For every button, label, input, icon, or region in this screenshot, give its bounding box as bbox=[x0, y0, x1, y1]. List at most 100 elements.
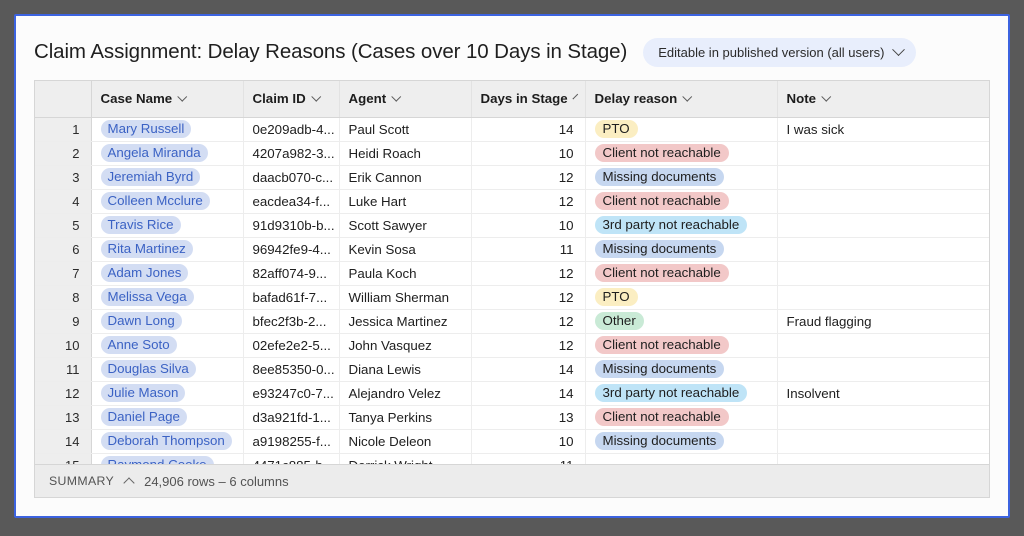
cell-case-name[interactable]: Mary Russell bbox=[91, 117, 244, 142]
column-header-note[interactable]: Note bbox=[777, 81, 989, 118]
table-row[interactable]: 12 Julie Mason e93247c0-7... Alejandro Vele… bbox=[35, 381, 989, 406]
cell-note[interactable]: Insolvent bbox=[777, 381, 989, 406]
cell-delay-reason[interactable]: 3rd party not reachable bbox=[585, 381, 778, 406]
cell-case-name[interactable]: Daniel Page bbox=[91, 405, 244, 430]
column-header-days-in-stage[interactable]: Days in Stage bbox=[471, 81, 586, 118]
cell-delay-reason[interactable]: Missing documents bbox=[585, 357, 778, 382]
column-header-agent[interactable]: Agent bbox=[339, 81, 472, 118]
case-name-link[interactable]: Rita Martinez bbox=[100, 240, 193, 258]
table-row[interactable]: 9 Dawn Long bfec2f3b-2... Jessica Martinez 1… bbox=[35, 309, 989, 334]
data-table-container[interactable]: Case Name Claim ID Age bbox=[34, 80, 990, 464]
cell-claim-id: 4471c885-b... bbox=[243, 453, 340, 464]
cell-note[interactable]: Fraud flagging bbox=[777, 309, 989, 334]
delay-reason-tag: Client not reachable bbox=[594, 264, 729, 282]
case-name-link[interactable]: Colleen Mcclure bbox=[100, 192, 210, 210]
table-row[interactable]: 5 Travis Rice 91d9310b-b... Scott Sawyer 10 3… bbox=[35, 213, 989, 238]
cell-delay-reason[interactable]: Client not reachable bbox=[585, 333, 778, 358]
cell-case-name[interactable]: Rita Martinez bbox=[91, 237, 244, 262]
cell-note[interactable] bbox=[777, 261, 989, 286]
case-name-link[interactable]: Travis Rice bbox=[100, 216, 181, 234]
table-row[interactable]: 11 Douglas Silva 8ee85350-0... Diana Lewis 1… bbox=[35, 357, 989, 382]
cell-delay-reason[interactable]: PTO bbox=[585, 285, 778, 310]
cell-days-in-stage: 12 bbox=[471, 261, 586, 286]
editable-permission-chip[interactable]: Editable in published version (all users… bbox=[643, 37, 917, 67]
cell-delay-reason[interactable]: PTO bbox=[585, 117, 778, 142]
column-header-claim-id[interactable]: Claim ID bbox=[243, 81, 340, 118]
table-row[interactable]: 2 Angela Miranda 4207a982-3... Heidi Roach 1… bbox=[35, 141, 989, 166]
cell-case-name[interactable]: Melissa Vega bbox=[91, 285, 244, 310]
cell-delay-reason[interactable]: 3rd party not reachable bbox=[585, 213, 778, 238]
cell-case-name[interactable]: Dawn Long bbox=[91, 309, 244, 334]
cell-case-name[interactable]: Colleen Mcclure bbox=[91, 189, 244, 214]
chevron-down-icon[interactable] bbox=[311, 91, 321, 101]
chevron-down-icon[interactable] bbox=[572, 93, 578, 99]
cell-case-name[interactable]: Douglas Silva bbox=[91, 357, 244, 382]
cell-note[interactable]: I was sick bbox=[777, 117, 989, 142]
table-row[interactable]: 8 Melissa Vega bafad61f-7... William Sherma… bbox=[35, 285, 989, 310]
row-number: 1 bbox=[35, 117, 92, 142]
chevron-down-icon[interactable] bbox=[682, 91, 693, 101]
table-row[interactable]: 10 Anne Soto 02efe2e2-5... John Vasquez 12 Cl… bbox=[35, 333, 989, 358]
case-name-link[interactable]: Douglas Silva bbox=[100, 360, 196, 378]
cell-case-name[interactable]: Travis Rice bbox=[91, 213, 244, 238]
case-name-link[interactable]: Julie Mason bbox=[100, 384, 186, 402]
table-row[interactable]: 7 Adam Jones 82aff074-9... Paula Koch 12 Clie… bbox=[35, 261, 989, 286]
cell-note[interactable] bbox=[777, 333, 989, 358]
column-header-delay-reason[interactable]: Delay reason bbox=[585, 81, 778, 118]
table-row[interactable]: 13 Daniel Page d3a921fd-1... Tanya Perkins 1… bbox=[35, 405, 989, 430]
cell-case-name[interactable]: Adam Jones bbox=[91, 261, 244, 286]
case-name-link[interactable]: Jeremiah Byrd bbox=[100, 168, 201, 186]
cell-note[interactable] bbox=[777, 429, 989, 454]
cell-delay-reason[interactable]: Other bbox=[585, 309, 778, 334]
cell-delay-reason[interactable]: Missing documents bbox=[585, 429, 778, 454]
chevron-down-icon[interactable] bbox=[177, 91, 188, 101]
cell-agent: Luke Hart bbox=[339, 189, 472, 214]
cell-days-in-stage: 12 bbox=[471, 333, 586, 358]
cell-agent: Jessica Martinez bbox=[339, 309, 472, 334]
cell-delay-reason[interactable]: Missing documents bbox=[585, 237, 778, 262]
cell-agent: John Vasquez bbox=[339, 333, 472, 358]
cell-case-name[interactable]: Jeremiah Byrd bbox=[91, 165, 244, 190]
cell-case-name[interactable]: Deborah Thompson bbox=[91, 429, 244, 454]
cell-delay-reason[interactable]: Client not reachable bbox=[585, 189, 778, 214]
cell-note[interactable] bbox=[777, 453, 989, 464]
cell-agent: Nicole Deleon bbox=[339, 429, 472, 454]
cell-delay-reason[interactable]: Client not reachable bbox=[585, 405, 778, 430]
case-name-link[interactable]: Melissa Vega bbox=[100, 288, 194, 306]
cell-note[interactable] bbox=[777, 213, 989, 238]
cell-note[interactable] bbox=[777, 285, 989, 310]
cell-note[interactable] bbox=[777, 357, 989, 382]
case-name-link[interactable]: Dawn Long bbox=[100, 312, 182, 330]
column-header-case-name[interactable]: Case Name bbox=[91, 81, 244, 118]
table-row[interactable]: 6 Rita Martinez 96942fe9-4... Kevin Sosa 11 M… bbox=[35, 237, 989, 262]
table-row[interactable]: 3 Jeremiah Byrd daacb070-c... Erik Cannon 12… bbox=[35, 165, 989, 190]
case-name-link[interactable]: Mary Russell bbox=[100, 120, 192, 138]
table-row[interactable]: 1 Mary Russell 0e209adb-4... Paul Scott 14 PT… bbox=[35, 117, 989, 142]
cell-delay-reason[interactable]: Missing documents bbox=[585, 165, 778, 190]
chevron-down-icon[interactable] bbox=[821, 91, 831, 101]
chevron-up-icon[interactable] bbox=[123, 476, 135, 489]
cell-note[interactable] bbox=[777, 141, 989, 166]
cell-case-name[interactable]: Anne Soto bbox=[91, 333, 244, 358]
chevron-down-icon[interactable] bbox=[391, 91, 402, 101]
case-name-link[interactable]: Deborah Thompson bbox=[100, 432, 232, 450]
cell-note[interactable] bbox=[777, 405, 989, 430]
table-row[interactable]: 4 Colleen Mcclure eacdea34-f... Luke Hart 12… bbox=[35, 189, 989, 214]
cell-agent: Kevin Sosa bbox=[339, 237, 472, 262]
table-row[interactable]: 14 Deborah Thompson a9198255-f... Nicole De… bbox=[35, 429, 989, 454]
cell-delay-reason[interactable]: Client not reachable bbox=[585, 261, 778, 286]
case-name-link[interactable]: Anne Soto bbox=[100, 336, 177, 354]
case-name-link[interactable]: Raymond Cooke bbox=[100, 456, 214, 464]
cell-note[interactable] bbox=[777, 189, 989, 214]
cell-delay-reason[interactable] bbox=[585, 453, 778, 464]
cell-note[interactable] bbox=[777, 165, 989, 190]
cell-delay-reason[interactable]: Client not reachable bbox=[585, 141, 778, 166]
cell-case-name[interactable]: Raymond Cooke bbox=[91, 453, 244, 464]
cell-case-name[interactable]: Julie Mason bbox=[91, 381, 244, 406]
cell-note[interactable] bbox=[777, 237, 989, 262]
case-name-link[interactable]: Daniel Page bbox=[100, 408, 187, 426]
cell-case-name[interactable]: Angela Miranda bbox=[91, 141, 244, 166]
case-name-link[interactable]: Adam Jones bbox=[100, 264, 189, 282]
table-row[interactable]: 15 Raymond Cooke 4471c885-b...Derrick Wrig… bbox=[35, 453, 989, 464]
case-name-link[interactable]: Angela Miranda bbox=[100, 144, 208, 162]
